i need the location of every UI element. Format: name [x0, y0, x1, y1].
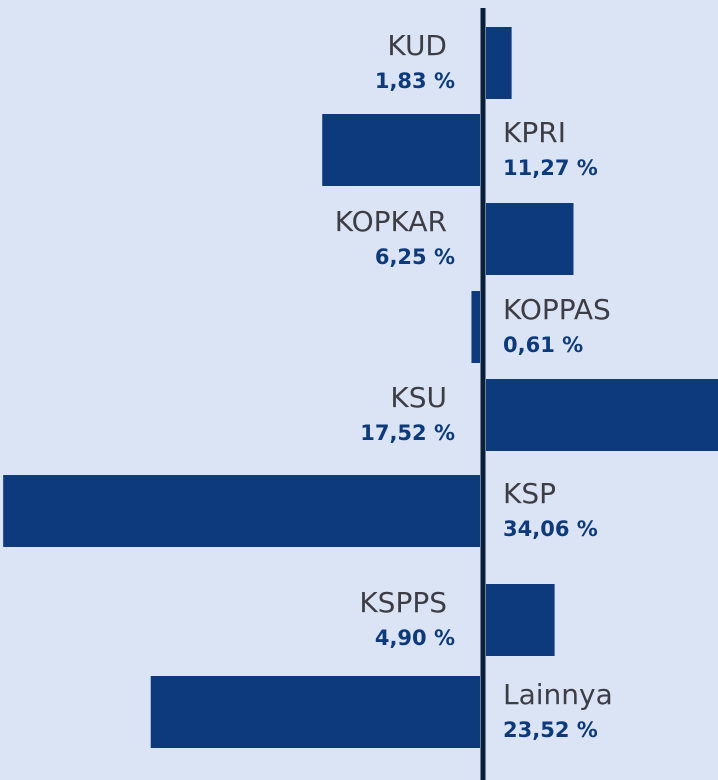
- category-label: KPRI: [503, 116, 566, 149]
- value-label: 11,27 %: [503, 156, 598, 180]
- value-label: 17,52 %: [360, 421, 455, 445]
- value-label: 23,52 %: [503, 718, 598, 742]
- category-label: KOPKAR: [335, 205, 447, 238]
- value-label: 6,25 %: [375, 245, 455, 269]
- bar: [486, 379, 718, 451]
- bar: [471, 291, 480, 363]
- value-label: 0,61 %: [503, 333, 583, 357]
- bar: [486, 584, 555, 656]
- bar: [486, 27, 512, 99]
- value-label: 4,90 %: [375, 626, 455, 650]
- category-label: KOPPAS: [503, 293, 611, 326]
- category-label: KUD: [387, 29, 447, 62]
- bar: [322, 114, 480, 186]
- value-label: 34,06 %: [503, 517, 598, 541]
- category-label: KSU: [390, 381, 447, 414]
- bar: [486, 203, 574, 275]
- category-label: Lainnya: [503, 678, 613, 711]
- bar: [150, 676, 480, 748]
- category-label: KSP: [503, 477, 556, 510]
- value-label: 1,83 %: [375, 69, 455, 93]
- category-label: KSPPS: [359, 586, 447, 619]
- bar: [3, 475, 480, 547]
